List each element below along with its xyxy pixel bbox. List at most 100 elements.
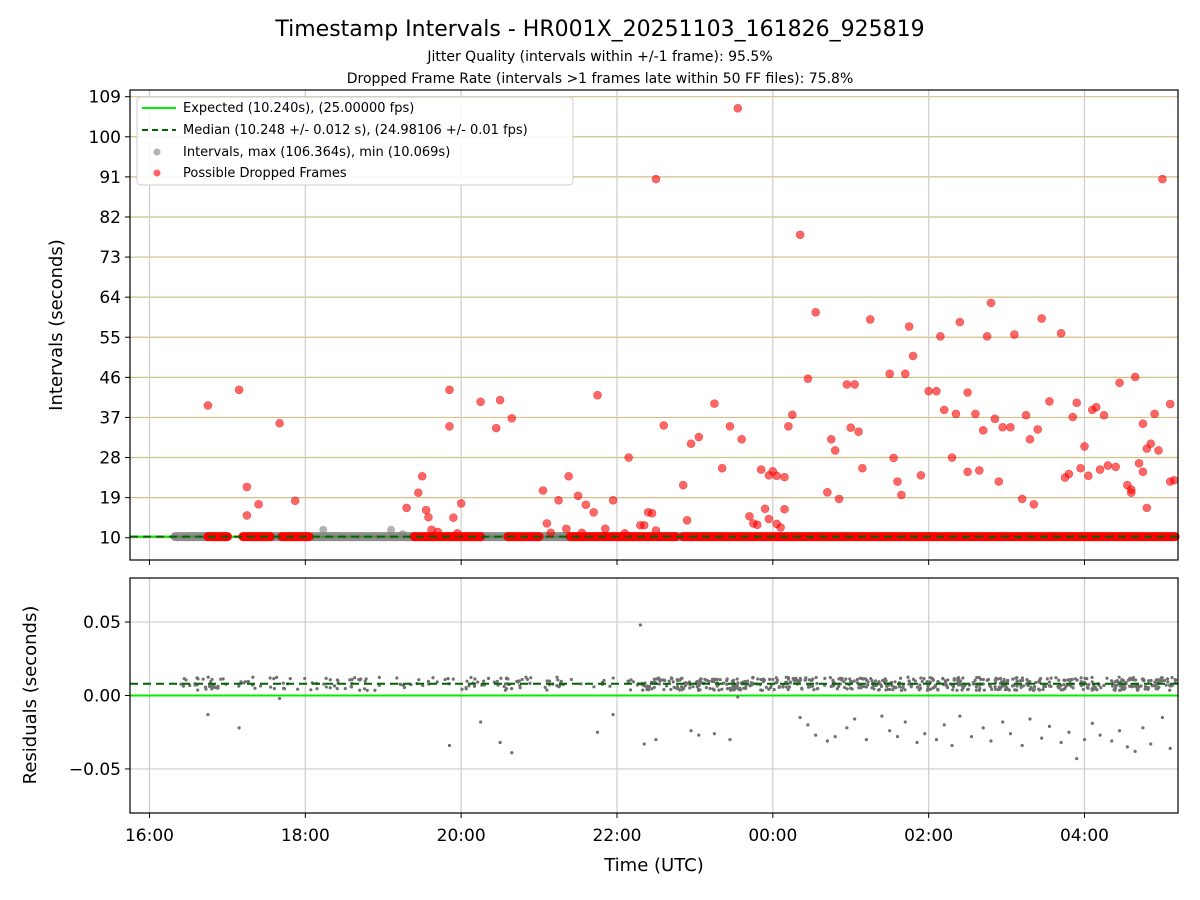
dropped-frame-point	[651, 526, 661, 535]
residual-outlier-point	[1008, 732, 1013, 736]
dropped-frame-point	[1021, 410, 1031, 420]
residual-outlier-point	[1075, 757, 1079, 761]
residual-point	[1020, 678, 1025, 683]
residual-point	[786, 687, 790, 692]
residual-point	[518, 686, 522, 690]
residual-point	[786, 675, 791, 680]
residual-point	[671, 680, 675, 684]
legend: Expected (10.240s), (25.00000 fps) Media…	[136, 96, 574, 186]
residual-point	[184, 678, 188, 682]
dropped-frame-point	[290, 496, 300, 506]
residual-outlier-point	[654, 737, 658, 742]
residual-point	[1079, 676, 1083, 680]
residual-point	[800, 686, 804, 690]
dropped-frame-point	[908, 351, 918, 361]
residual-point	[362, 687, 367, 691]
x-tick-label: 02:00	[904, 826, 953, 846]
residual-point	[1047, 684, 1052, 688]
dropped-frame-point	[904, 322, 914, 331]
dropped-frame-point	[846, 423, 856, 432]
residual-point	[1118, 684, 1123, 688]
residual-point	[731, 678, 736, 682]
residual-point	[972, 682, 976, 686]
residual-point	[864, 678, 869, 682]
residual-point	[465, 679, 469, 683]
residual-point	[898, 676, 903, 680]
residual-point	[764, 685, 768, 690]
residual-point	[975, 676, 979, 680]
dropped-frame-point	[733, 103, 743, 113]
dropped-frame-point	[1150, 409, 1159, 419]
residual-point	[828, 676, 832, 680]
residual-point	[239, 680, 243, 684]
residual-point	[443, 677, 447, 682]
dropped-frame-point	[897, 490, 906, 500]
dropped-frame-point	[1010, 330, 1019, 339]
residual-outlier-point	[1090, 721, 1094, 726]
residual-point	[473, 677, 477, 681]
dropped-frame-point	[978, 426, 988, 435]
residual-outlier-point	[1110, 739, 1114, 743]
residual-point	[1011, 677, 1015, 681]
residual-point	[982, 688, 986, 692]
dropped-frame-point	[647, 508, 657, 518]
dropped-frame-point	[1068, 412, 1078, 422]
residual-point	[1005, 680, 1009, 684]
residual-point	[1154, 678, 1158, 682]
residual-point	[1066, 678, 1070, 682]
residual-point	[761, 677, 765, 681]
dropped-frame-point	[476, 397, 485, 407]
residual-point	[742, 686, 746, 690]
residual-point	[682, 686, 686, 690]
residual-outlier-point	[479, 720, 483, 724]
intervals-y-axis-label: Intervals (seconds)	[46, 239, 67, 411]
interval-point	[319, 525, 328, 534]
intervals-plot: 10 19 28 37 46 55 64 73 82 91 100 109 Intervals (se…	[46, 88, 1180, 565]
residual-outlier-point	[950, 743, 954, 748]
residual-point	[495, 679, 499, 683]
residual-point	[864, 685, 869, 689]
residual-outlier-point	[595, 730, 600, 734]
residuals-plot: −0.05 0.00 0.05 16:00 18:00 20:00 22:00 00:00 0…	[20, 577, 1179, 876]
intervals-y-tick-label: 28	[99, 449, 121, 469]
intervals-y-tick-label: 100	[89, 128, 121, 148]
residual-point	[946, 678, 950, 682]
dropped-frame-point	[413, 488, 423, 498]
residual-point	[555, 684, 559, 688]
residual-point	[774, 676, 778, 680]
intervals-y-tick-label: 37	[99, 408, 121, 428]
residual-point	[464, 687, 468, 691]
residual-point	[628, 688, 633, 692]
dropped-frame-point	[682, 516, 692, 525]
residual-point	[761, 680, 765, 684]
residual-point	[246, 679, 250, 684]
intervals-y-tick-label: 109	[89, 88, 121, 108]
residual-point	[204, 687, 208, 691]
residual-point	[258, 684, 263, 688]
residual-point	[1070, 677, 1074, 681]
interval-point	[387, 525, 396, 534]
residual-point	[476, 680, 480, 684]
residual-point	[751, 676, 755, 680]
residual-point	[1033, 684, 1037, 689]
residual-point	[728, 686, 732, 690]
dropped-frame-point	[830, 446, 840, 455]
residual-point	[915, 685, 920, 689]
residual-point	[650, 687, 654, 691]
residual-point	[1110, 679, 1114, 683]
residual-outlier-point	[1067, 730, 1071, 734]
dropped-frame-point	[491, 423, 501, 433]
residual-point	[499, 676, 503, 680]
residual-point	[669, 687, 673, 692]
residual-point	[1162, 678, 1167, 683]
legend-box	[136, 96, 574, 186]
dropped-frame-point	[788, 410, 797, 420]
residual-point	[917, 688, 921, 692]
residual-point	[919, 676, 923, 680]
residual-point	[641, 688, 645, 692]
residual-point	[1081, 687, 1085, 692]
residual-point	[877, 680, 881, 684]
residual-point	[787, 685, 792, 689]
residual-point	[711, 687, 715, 691]
dropped-frame-point	[1142, 503, 1152, 513]
